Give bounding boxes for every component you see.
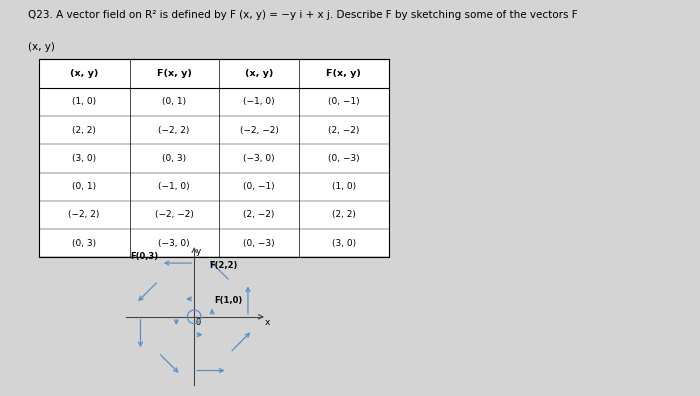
Text: (3, 0): (3, 0) (72, 154, 96, 163)
Text: (3, 0): (3, 0) (332, 239, 356, 248)
Text: (0, −1): (0, −1) (243, 182, 275, 191)
Text: F(x, y): F(x, y) (157, 69, 192, 78)
Text: (−2, 2): (−2, 2) (158, 126, 190, 135)
Text: (−3, 0): (−3, 0) (243, 154, 275, 163)
Text: (2, −2): (2, −2) (328, 126, 360, 135)
Text: (x, y): (x, y) (70, 69, 98, 78)
Text: 0: 0 (195, 318, 201, 327)
Text: (0, 1): (0, 1) (72, 182, 96, 191)
Text: (−2, −2): (−2, −2) (155, 210, 194, 219)
Text: (2, −2): (2, −2) (244, 210, 274, 219)
Text: (0, −3): (0, −3) (243, 239, 275, 248)
Text: (0, 3): (0, 3) (72, 239, 96, 248)
Text: F(1,0): F(1,0) (214, 296, 242, 305)
Text: (−1, 0): (−1, 0) (158, 182, 190, 191)
Text: (−2, 2): (−2, 2) (69, 210, 99, 219)
Text: (2, 2): (2, 2) (72, 126, 96, 135)
Text: (−2, −2): (−2, −2) (239, 126, 279, 135)
Text: (0, 3): (0, 3) (162, 154, 186, 163)
Text: (−1, 0): (−1, 0) (243, 97, 275, 107)
Text: F(2,2): F(2,2) (209, 261, 238, 270)
Text: (2, 2): (2, 2) (332, 210, 356, 219)
Text: (0, −1): (0, −1) (328, 97, 360, 107)
Text: (1, 0): (1, 0) (332, 182, 356, 191)
Text: x: x (265, 318, 270, 327)
Text: (0, 1): (0, 1) (162, 97, 186, 107)
Text: (1, 0): (1, 0) (72, 97, 96, 107)
Text: (−3, 0): (−3, 0) (158, 239, 190, 248)
Text: (0, −3): (0, −3) (328, 154, 360, 163)
Text: (x, y): (x, y) (28, 42, 55, 51)
Text: Q23. A vector field on R² is defined by F (x, y) = −y i + x j. Describe F by ske: Q23. A vector field on R² is defined by … (28, 10, 578, 20)
Text: y: y (196, 247, 202, 256)
Text: F(0,3): F(0,3) (130, 252, 158, 261)
Text: (x, y): (x, y) (245, 69, 273, 78)
Text: F(x, y): F(x, y) (326, 69, 361, 78)
